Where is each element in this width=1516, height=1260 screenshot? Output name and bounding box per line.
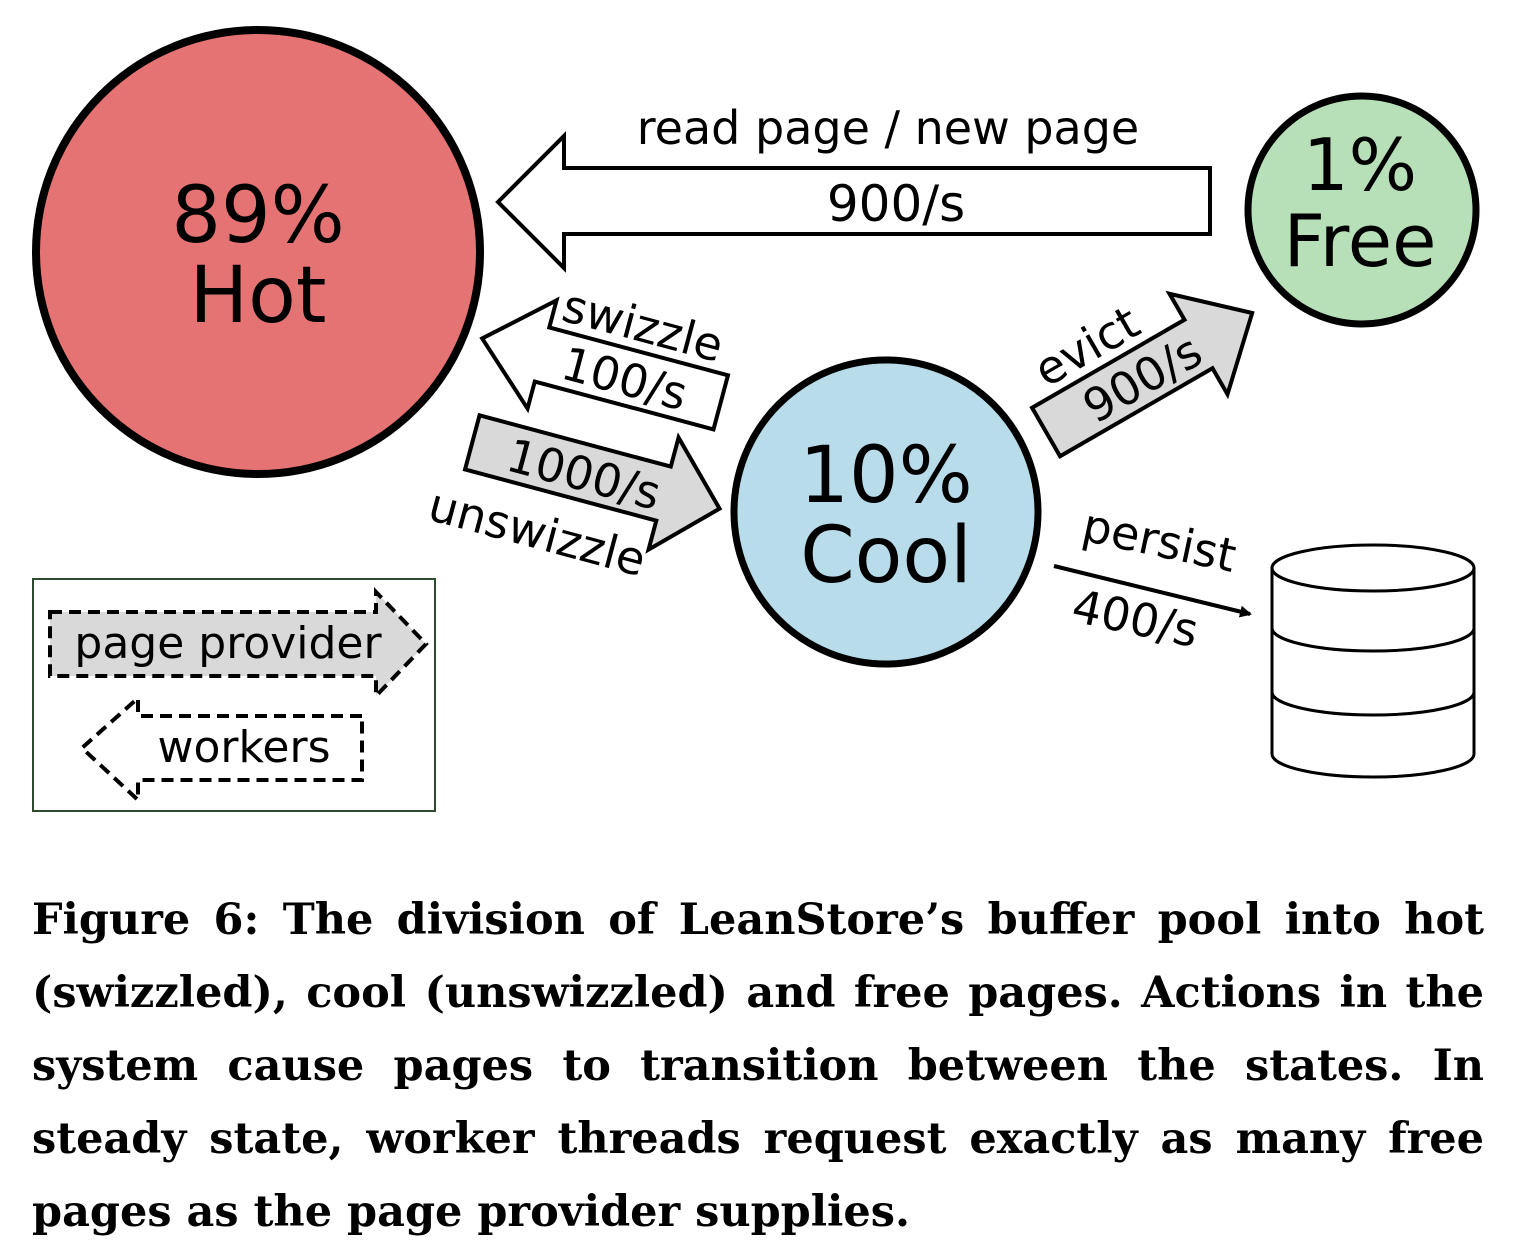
hot-circle bbox=[32, 26, 484, 478]
read-new-rate: 900/s bbox=[827, 175, 965, 233]
figure-label: Figure 6: bbox=[32, 895, 260, 945]
buffer-pool-diagram: 89% Hot 1% Free 10% Cool read page / new… bbox=[32, 26, 1480, 812]
unswizzle-arrow-shape bbox=[462, 412, 723, 554]
hot-label: Hot bbox=[190, 251, 327, 341]
legend: page provider workers bbox=[32, 578, 436, 812]
evict-arrow: evict 900/s bbox=[1025, 290, 1255, 459]
free-percent: 1% bbox=[1303, 123, 1417, 207]
free-state: 1% Free bbox=[1244, 92, 1480, 328]
cool-circle bbox=[730, 356, 1042, 668]
cool-label: Cool bbox=[800, 511, 972, 601]
figure-caption: Figure 6: The division of LeanStore’s bu… bbox=[32, 884, 1484, 1249]
read-new-label: read page / new page bbox=[637, 101, 1139, 155]
read-new-page-arrow: read page / new page 900/s bbox=[495, 101, 1212, 273]
swizzle-arrow: swizzle 100/s bbox=[479, 278, 731, 432]
read-new-arrow-shape bbox=[495, 131, 1212, 273]
persist-rate: 400/s bbox=[1067, 579, 1203, 658]
cool-state: 10% Cool bbox=[730, 356, 1042, 668]
swizzle-arrow-shape bbox=[479, 296, 731, 432]
free-circle bbox=[1244, 92, 1480, 328]
persist-arrow-line bbox=[1053, 564, 1252, 618]
cool-percent: 10% bbox=[799, 431, 972, 521]
persist-label: persist bbox=[1078, 498, 1241, 583]
legend-workers-label: workers bbox=[158, 722, 331, 773]
hot-percent: 89% bbox=[171, 171, 344, 261]
evict-arrow-shape bbox=[1029, 290, 1255, 459]
database-icon bbox=[1270, 543, 1476, 779]
persist-arrow: persist 400/s bbox=[1053, 498, 1252, 658]
free-label: Free bbox=[1284, 199, 1437, 283]
hot-state: 89% Hot bbox=[32, 26, 484, 478]
legend-page-provider-label: page provider bbox=[74, 618, 382, 669]
legend-page-provider-arrow bbox=[48, 587, 429, 701]
legend-workers-arrow bbox=[79, 693, 364, 805]
caption-text: The division of LeanStore’s buffer pool … bbox=[32, 895, 1485, 1237]
